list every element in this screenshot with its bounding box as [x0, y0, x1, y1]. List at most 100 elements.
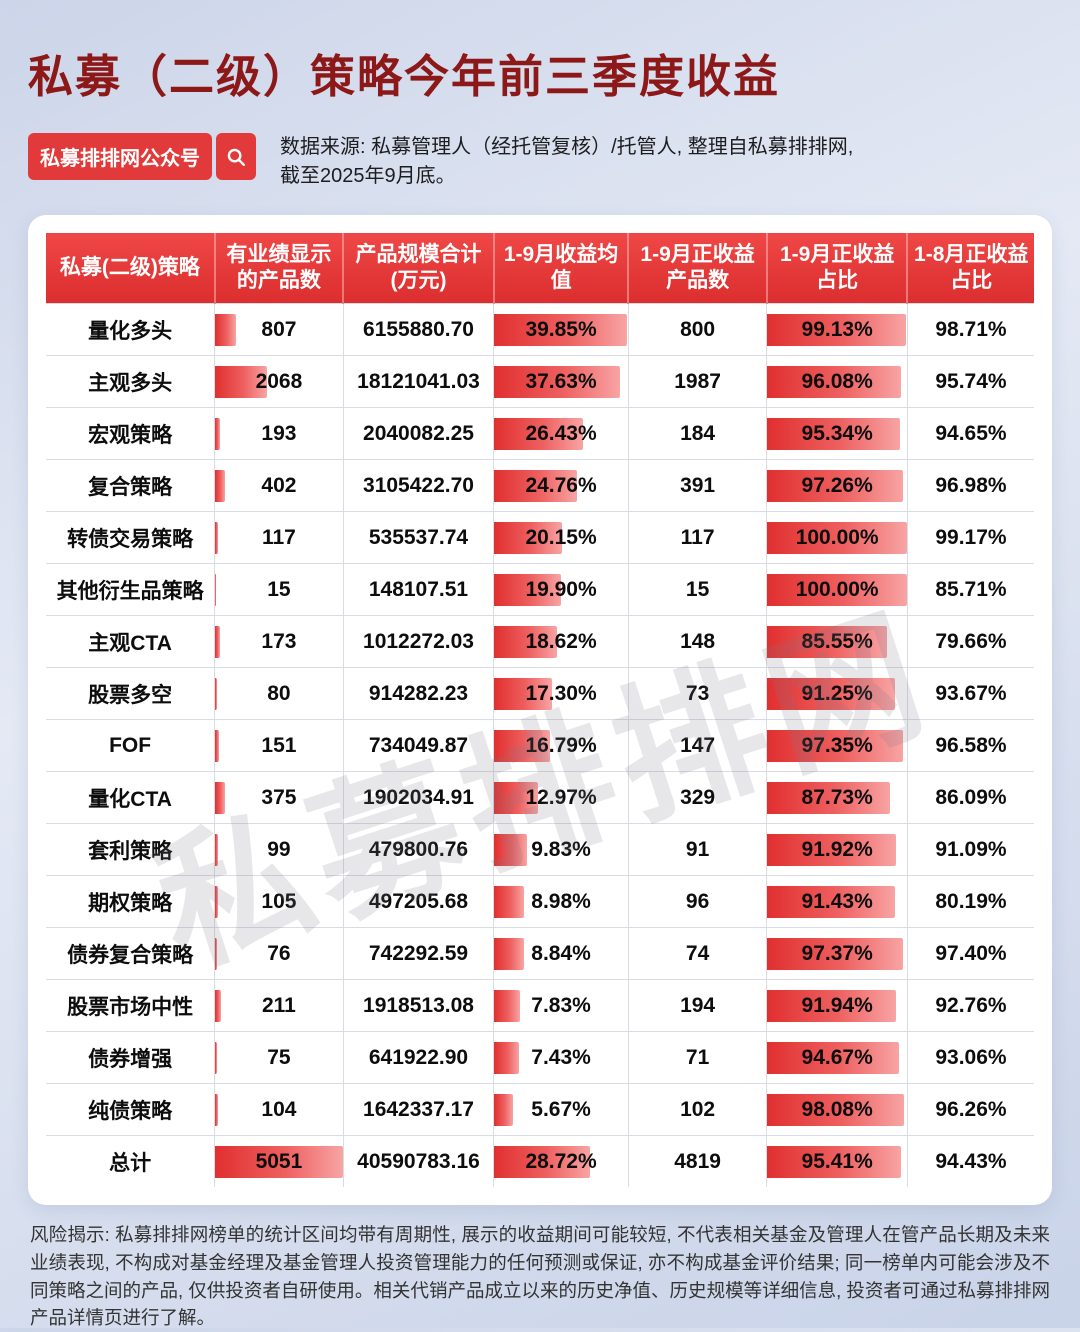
scale-cell: 535537.74 [343, 512, 494, 564]
col-header-strategy: 私募(二级)策略 [46, 233, 215, 304]
count-bar [215, 626, 219, 658]
aug-ratio-cell: 96.98% [907, 460, 1034, 512]
col-header-aug-ratio: 1-8月正收益占比 [907, 233, 1034, 304]
brand-badge: 私募排排网公众号 [28, 133, 212, 180]
positive-ratio-cell: 94.67% [767, 1032, 908, 1084]
count-bar [215, 470, 225, 502]
product-count-cell: 99 [215, 824, 344, 876]
positive-ratio-cell: 97.35% [767, 720, 908, 772]
strategy-cell: 总计 [46, 1136, 215, 1188]
aug-ratio-cell: 92.76% [907, 980, 1034, 1032]
aug-ratio-cell: 86.09% [907, 772, 1034, 824]
strategy-cell: 量化CTA [46, 772, 215, 824]
strategy-cell: 股票多空 [46, 668, 215, 720]
aug-ratio-cell: 96.58% [907, 720, 1034, 772]
avg-return-cell: 18.62% [494, 616, 629, 668]
positive-count-cell: 96 [628, 876, 767, 928]
count-bar [215, 990, 220, 1022]
return-bar [494, 938, 524, 970]
positive-count-cell: 15 [628, 564, 767, 616]
scale-cell: 18121041.03 [343, 356, 494, 408]
return-bar [494, 1094, 513, 1126]
strategy-cell: 复合策略 [46, 460, 215, 512]
strategy-cell: 其他衍生品策略 [46, 564, 215, 616]
count-bar [215, 938, 217, 970]
avg-return-cell: 20.15% [494, 512, 629, 564]
avg-return-cell: 7.83% [494, 980, 629, 1032]
avg-return-cell: 9.83% [494, 824, 629, 876]
badge-group: 私募排排网公众号 [28, 133, 256, 180]
col-header-avg-return: 1-9月收益均值 [494, 233, 629, 304]
positive-ratio-cell: 97.37% [767, 928, 908, 980]
product-count-cell: 151 [215, 720, 344, 772]
meta-row: 私募排排网公众号 数据来源: 私募管理人（经托管复核）/托管人, 整理自私募排排… [28, 133, 1052, 191]
scale-cell: 1902034.91 [343, 772, 494, 824]
avg-return-cell: 8.98% [494, 876, 629, 928]
strategy-cell: 转债交易策略 [46, 512, 215, 564]
product-count-cell: 80 [215, 668, 344, 720]
avg-return-cell: 37.63% [494, 356, 629, 408]
aug-ratio-cell: 97.40% [907, 928, 1034, 980]
positive-ratio-cell: 85.55% [767, 616, 908, 668]
strategy-cell: 纯债策略 [46, 1084, 215, 1136]
avg-return-cell: 19.90% [494, 564, 629, 616]
scale-cell: 1012272.03 [343, 616, 494, 668]
aug-ratio-cell: 93.06% [907, 1032, 1034, 1084]
aug-ratio-cell: 99.17% [907, 512, 1034, 564]
scale-cell: 641922.90 [343, 1032, 494, 1084]
aug-ratio-cell: 95.74% [907, 356, 1034, 408]
count-bar [215, 886, 218, 918]
strategy-cell: 主观多头 [46, 356, 215, 408]
product-count-cell: 105 [215, 876, 344, 928]
data-source-line2: 截至2025年9月底。 [280, 162, 853, 191]
strategy-cell: 股票市场中性 [46, 980, 215, 1032]
positive-count-cell: 71 [628, 1032, 767, 1084]
col-header-positive-ratio: 1-9月正收益占比 [767, 233, 908, 304]
scale-cell: 2040082.25 [343, 408, 494, 460]
product-count-cell: 75 [215, 1032, 344, 1084]
product-count-cell: 5051 [215, 1136, 344, 1188]
positive-ratio-cell: 95.41% [767, 1136, 908, 1188]
risk-disclaimer: 风险揭示: 私募排排网榜单的统计区间均带有周期性, 展示的收益期间可能较短, 不… [30, 1221, 1050, 1332]
product-count-cell: 211 [215, 980, 344, 1032]
avg-return-cell: 5.67% [494, 1084, 629, 1136]
positive-count-cell: 148 [628, 616, 767, 668]
data-source-line1: 数据来源: 私募管理人（经托管复核）/托管人, 整理自私募排排网, [280, 133, 853, 162]
page-title: 私募（二级）策略今年前三季度收益 [28, 40, 1052, 105]
count-bar [215, 834, 218, 866]
aug-ratio-cell: 93.67% [907, 668, 1034, 720]
return-bar [494, 834, 527, 866]
scale-cell: 742292.59 [343, 928, 494, 980]
table-card: 私募(二级)策略 有业绩显示的产品数 产品规模合计(万元) 1-9月收益均值 1… [28, 215, 1052, 1205]
positive-ratio-cell: 100.00% [767, 512, 908, 564]
avg-return-cell: 7.43% [494, 1032, 629, 1084]
strategy-cell: 宏观策略 [46, 408, 215, 460]
positive-ratio-cell: 91.25% [767, 668, 908, 720]
positive-ratio-cell: 100.00% [767, 564, 908, 616]
product-count-cell: 375 [215, 772, 344, 824]
count-bar [215, 314, 235, 346]
return-bar [494, 1042, 519, 1074]
product-count-cell: 76 [215, 928, 344, 980]
scale-cell: 734049.87 [343, 720, 494, 772]
positive-ratio-cell: 87.73% [767, 772, 908, 824]
positive-count-cell: 184 [628, 408, 767, 460]
scale-cell: 479800.76 [343, 824, 494, 876]
return-bar [494, 990, 520, 1022]
aug-ratio-cell: 94.43% [907, 1136, 1034, 1188]
scale-cell: 1918513.08 [343, 980, 494, 1032]
positive-ratio-cell: 91.92% [767, 824, 908, 876]
count-bar [215, 522, 218, 554]
col-header-positive-count: 1-9月正收益产品数 [628, 233, 767, 304]
strategy-cell: 主观CTA [46, 616, 215, 668]
